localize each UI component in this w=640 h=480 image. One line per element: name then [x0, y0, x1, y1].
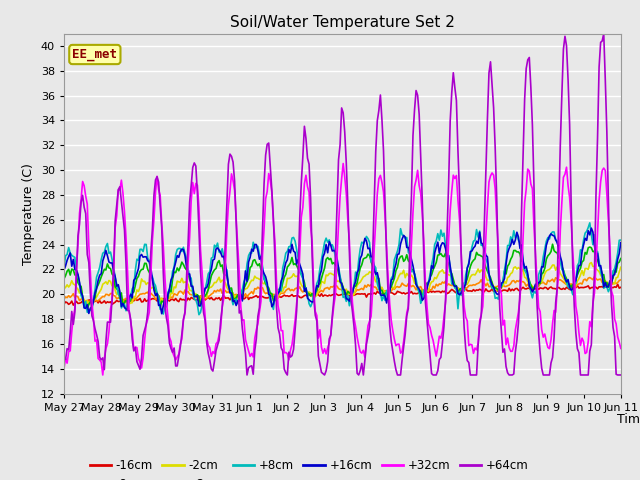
+16cm [129, 295, 136, 300]
+2cm [246, 264, 254, 270]
+64cm [60, 355, 68, 361]
Line: +8cm: +8cm [64, 223, 621, 315]
Line: -2cm: -2cm [64, 263, 621, 306]
-8cm [305, 290, 313, 296]
+16cm [617, 240, 625, 245]
+8cm [255, 252, 263, 257]
+2cm [548, 241, 556, 247]
+8cm [586, 220, 594, 226]
-8cm [246, 290, 254, 296]
-2cm [228, 292, 236, 298]
+16cm [255, 256, 263, 262]
+16cm [305, 297, 313, 303]
+16cm [60, 267, 68, 273]
+32cm [617, 346, 625, 351]
+64cm [255, 304, 263, 310]
-16cm [617, 285, 625, 290]
-8cm [588, 276, 595, 281]
+16cm [589, 229, 596, 235]
+2cm [228, 285, 236, 291]
+32cm [130, 347, 138, 352]
+8cm [617, 237, 625, 243]
+32cm [60, 366, 68, 372]
-16cm [130, 298, 138, 304]
+64cm [129, 336, 136, 342]
+32cm [589, 301, 596, 307]
Legend: -16cm, -8cm, -2cm, +2cm, +8cm, +16cm, +32cm, +64cm: -16cm, -8cm, -2cm, +2cm, +8cm, +16cm, +3… [85, 455, 533, 480]
+64cm [617, 372, 625, 378]
+16cm [246, 254, 254, 260]
-16cm [255, 293, 263, 299]
X-axis label: Time: Time [616, 413, 640, 426]
-8cm [617, 277, 625, 283]
Line: +64cm: +64cm [64, 34, 621, 375]
-8cm [60, 296, 68, 302]
+32cm [339, 161, 347, 167]
-16cm [614, 281, 621, 287]
-8cm [255, 286, 263, 291]
+8cm [228, 295, 236, 301]
-16cm [246, 295, 254, 300]
+64cm [226, 151, 234, 157]
Line: -8cm: -8cm [64, 276, 621, 302]
+16cm [228, 290, 236, 296]
-16cm [70, 302, 77, 308]
-16cm [60, 301, 68, 307]
+2cm [130, 289, 138, 295]
-2cm [617, 264, 625, 270]
+64cm [588, 342, 595, 348]
+8cm [305, 301, 313, 307]
-16cm [228, 295, 236, 300]
+8cm [60, 265, 68, 271]
+32cm [255, 309, 263, 315]
+2cm [305, 291, 313, 297]
-2cm [589, 264, 596, 269]
-16cm [305, 291, 313, 297]
+2cm [255, 261, 263, 267]
-2cm [60, 286, 68, 292]
Line: +2cm: +2cm [64, 244, 621, 309]
Text: EE_met: EE_met [72, 48, 117, 61]
+2cm [83, 306, 91, 312]
+8cm [129, 286, 136, 292]
+64cm [600, 31, 607, 36]
-8cm [228, 290, 236, 296]
+2cm [617, 256, 625, 262]
+64cm [246, 363, 254, 369]
-2cm [82, 303, 90, 309]
-2cm [246, 280, 254, 286]
+2cm [589, 249, 596, 254]
+64cm [243, 372, 251, 378]
Line: +16cm: +16cm [64, 228, 621, 314]
+32cm [246, 353, 254, 359]
+16cm [588, 225, 595, 231]
+8cm [589, 242, 596, 248]
+64cm [305, 161, 313, 167]
+8cm [195, 312, 203, 318]
-16cm [588, 285, 595, 290]
-8cm [591, 274, 598, 279]
-8cm [130, 294, 138, 300]
-2cm [305, 289, 313, 295]
-2cm [255, 276, 263, 282]
Line: -16cm: -16cm [64, 284, 621, 305]
Line: +32cm: +32cm [64, 164, 621, 375]
+2cm [60, 276, 68, 282]
-2cm [130, 294, 138, 300]
+32cm [305, 189, 313, 195]
+32cm [228, 171, 236, 177]
+16cm [158, 311, 166, 317]
+32cm [99, 372, 107, 378]
Y-axis label: Temperature (C): Temperature (C) [22, 163, 35, 264]
Title: Soil/Water Temperature Set 2: Soil/Water Temperature Set 2 [230, 15, 455, 30]
-2cm [588, 260, 595, 265]
+8cm [246, 250, 254, 255]
-8cm [90, 300, 97, 305]
